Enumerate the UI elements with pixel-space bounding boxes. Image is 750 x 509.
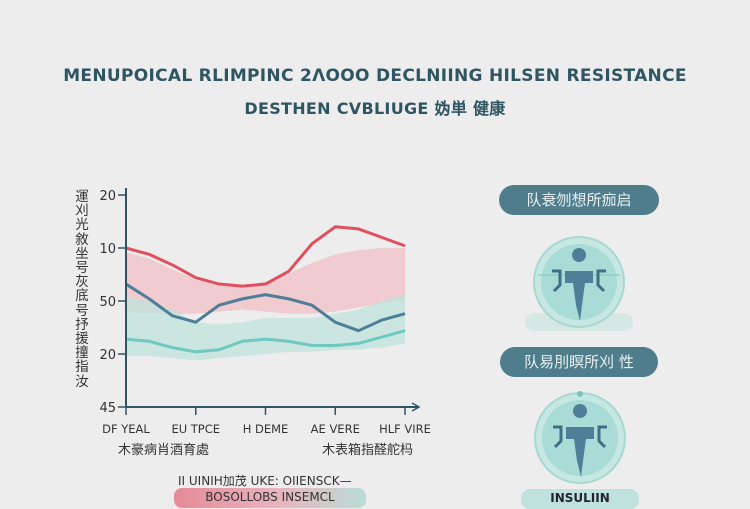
y-tick-label: 10: [99, 242, 116, 257]
x-tick-label: HLF VIRE: [379, 422, 431, 436]
x-tick-label: AE VERE: [311, 422, 360, 436]
x-sublabel-left: 木豪病肖酒育處: [118, 443, 210, 458]
legend-text: II UINIH加茂 UKE: OIIENSCK—: [178, 474, 352, 488]
x-tick-label: EU TPCE: [171, 422, 220, 436]
body-target-icon-2: [534, 391, 626, 484]
x-axis-arrow-icon: [411, 402, 421, 412]
y-tick-label: 50: [99, 295, 116, 310]
body-target-icon: [533, 236, 625, 328]
page-subtitle: DESTHEN CVBLIUGE 妫単 健康: [244, 99, 506, 118]
info-pill-3: INSULIIN: [521, 489, 639, 509]
band-teal_band: [126, 294, 405, 361]
y-tick-label: 20: [99, 348, 116, 363]
y-tick-label: 20: [99, 189, 116, 204]
x-tick-label: H DEME: [243, 422, 289, 436]
series-line-blue: [125, 282, 406, 333]
y-axis-label: 運刈光敘坐号灰底号抒援撞指汝: [75, 189, 89, 390]
x-tick-label: DF YEAL: [102, 422, 150, 436]
series-line-teal: [125, 329, 406, 354]
page-title: MENUPOICAL RLIMPINC 2ΛOOO DECLNIING HILS…: [63, 66, 687, 86]
info-pill-1: 队衰刎想所痂启: [499, 185, 659, 215]
info-pill-2: 队易刖瞑所刈 性: [500, 347, 658, 377]
y-tick-label: 45: [99, 401, 116, 416]
series-line-red: [125, 225, 406, 288]
x-sublabel-right: 木表箱指醛舵杩: [322, 443, 414, 458]
band-pink_band: [126, 248, 405, 314]
legend-pill: BOSOLLOBS INSEMCL: [174, 488, 366, 508]
